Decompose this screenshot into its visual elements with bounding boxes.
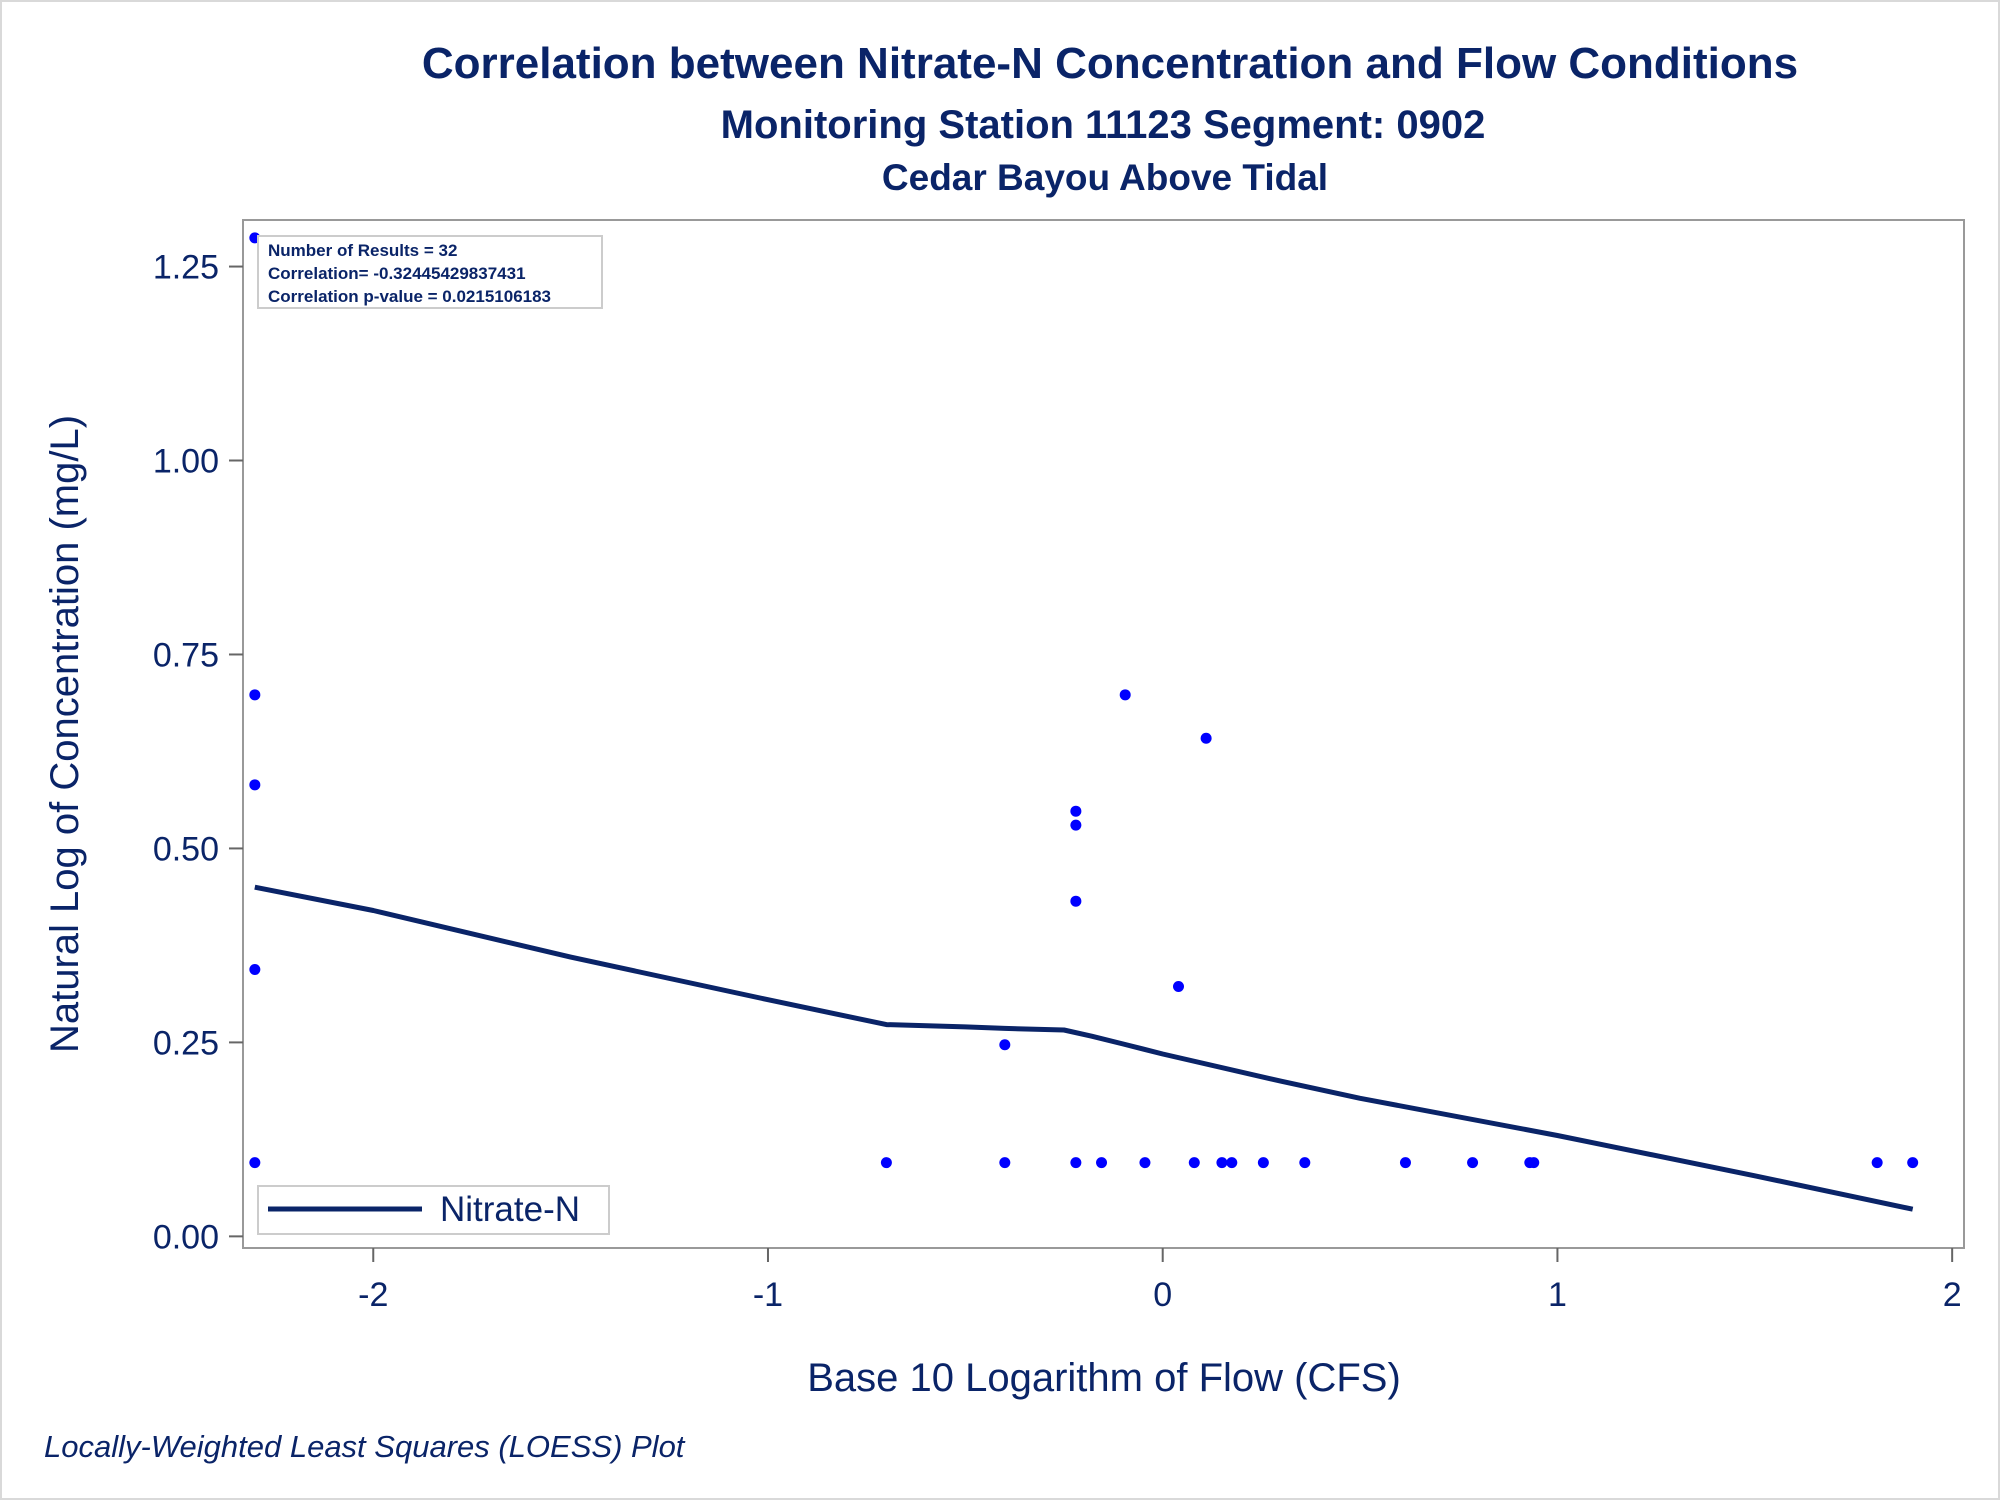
data-point <box>1188 1157 1200 1169</box>
data-point <box>1399 1157 1411 1169</box>
data-point <box>1070 805 1082 817</box>
y-tick-label: 0.50 <box>153 830 219 868</box>
y-tick-label: 0.25 <box>153 1024 219 1062</box>
data-point <box>1200 732 1212 744</box>
y-tick-label: 0.75 <box>153 636 219 674</box>
plot-area <box>242 219 1965 1249</box>
data-point <box>880 1157 892 1169</box>
chart-subtitle: Monitoring Station 11123 Segment: 0902 <box>721 103 1486 147</box>
data-point <box>1172 981 1184 993</box>
data-point <box>1070 819 1082 831</box>
data-point <box>249 963 261 975</box>
data-point <box>1216 1157 1228 1169</box>
y-tick-label: 0.00 <box>153 1218 219 1256</box>
loess-line <box>254 884 1914 1212</box>
data-point <box>1139 1157 1151 1169</box>
y-tick-label: 1.00 <box>153 443 219 481</box>
legend: Nitrate-N <box>257 1185 610 1235</box>
stats-box-border <box>257 235 603 309</box>
loess-series <box>254 884 1914 1212</box>
legend-label-nitrate-n: Nitrate-N <box>440 1190 580 1229</box>
x-axis: -2 -1 0 1 2 <box>358 1248 1962 1314</box>
stats-p-value: Correlation p-value = 0.0215106183 <box>268 287 551 306</box>
y-axis: 0.00 0.25 0.50 0.75 1.00 1.25 <box>153 249 243 1256</box>
data-point <box>1070 895 1082 907</box>
data-point <box>249 779 261 791</box>
x-tick-label: 2 <box>1943 1276 1962 1314</box>
data-point <box>1528 1157 1540 1169</box>
chart-subtitle2: Cedar Bayou Above Tidal <box>882 157 1328 198</box>
data-point <box>999 1157 1011 1169</box>
data-point <box>1257 1157 1269 1169</box>
data-point <box>1119 689 1131 701</box>
x-tick-label: -1 <box>753 1276 783 1314</box>
footnote: Locally-Weighted Least Squares (LOESS) P… <box>44 1429 686 1464</box>
y-tick-label: 1.25 <box>153 249 219 287</box>
x-tick-label: 0 <box>1153 1276 1172 1314</box>
data-point <box>1226 1157 1238 1169</box>
data-point <box>1467 1157 1479 1169</box>
stats-number-of-results: Number of Results = 32 <box>268 241 457 260</box>
x-tick-label: 1 <box>1548 1276 1567 1314</box>
data-point <box>249 1157 261 1169</box>
data-point <box>1070 1157 1082 1169</box>
data-point <box>1907 1157 1919 1169</box>
data-point <box>249 689 261 701</box>
x-tick-label: -2 <box>358 1276 388 1314</box>
data-point <box>1299 1157 1311 1169</box>
data-point <box>1096 1157 1108 1169</box>
chart-title: Correlation between Nitrate-N Concentrat… <box>422 39 1798 88</box>
data-point <box>1871 1157 1883 1169</box>
y-axis-label: Natural Log of Concentration (mg/L) <box>43 415 87 1053</box>
scatter-series <box>249 232 1919 1169</box>
stats-box: Number of Results = 32 Correlation= -0.3… <box>257 235 603 309</box>
data-point <box>999 1039 1011 1051</box>
stats-correlation: Correlation= -0.32445429837431 <box>268 264 526 283</box>
x-axis-label: Base 10 Logarithm of Flow (CFS) <box>807 1356 1401 1400</box>
